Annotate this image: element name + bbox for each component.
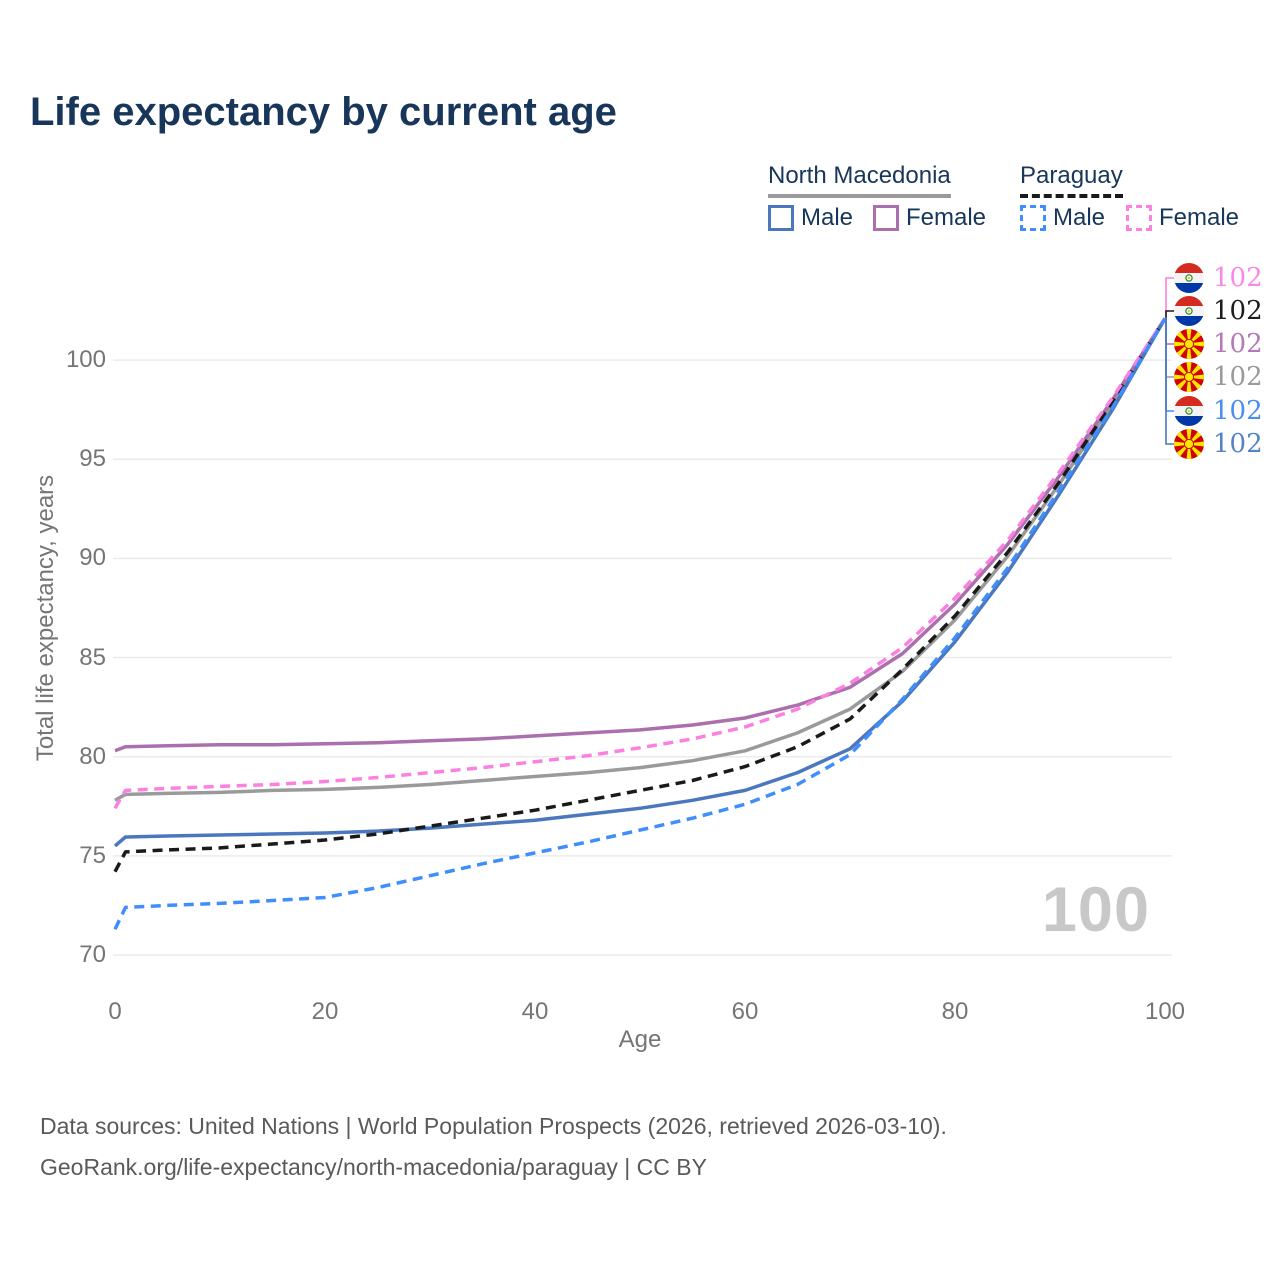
flag-north-macedonia-icon <box>1174 429 1204 459</box>
x-tick-label-80: 80 <box>941 998 969 1025</box>
end-label-north-macedonia-female: 102 <box>1174 329 1263 359</box>
legend-label-north-macedonia-male: Male <box>801 204 854 231</box>
flag-north-macedonia-icon <box>1174 362 1204 392</box>
legend-swatch-north-macedonia-female <box>873 205 899 231</box>
end-value-north-macedonia-both-sexes: 102 <box>1213 362 1263 392</box>
series-line-paraguay-male <box>113 317 1167 930</box>
age-watermark: 100 <box>1041 875 1150 945</box>
legend-swatch-paraguay-female <box>1126 205 1152 231</box>
end-label-paraguay-both-sexes: 102 <box>1174 296 1263 326</box>
series-line-north-macedonia-male <box>113 317 1167 848</box>
x-tick-label-20: 20 <box>311 998 339 1025</box>
page-title: Life expectancy by current age <box>30 90 617 134</box>
end-value-paraguay-both-sexes: 102 <box>1213 296 1263 326</box>
footer: Data sources: United Nations | World Pop… <box>40 1106 947 1188</box>
flag-north-macedonia-icon <box>1174 329 1204 359</box>
legend-country-paraguay[interactable]: Paraguay <box>1020 162 1123 198</box>
end-label-north-macedonia-both-sexes: 102 <box>1174 362 1263 392</box>
y-tick-label-75: 75 <box>79 841 106 869</box>
legend-item-paraguay-female[interactable]: Female <box>1126 203 1239 233</box>
legend-swatch-north-macedonia-male <box>768 205 794 231</box>
legend-label-paraguay-female: Female <box>1159 204 1240 231</box>
y-tick-label-70: 70 <box>79 941 106 968</box>
y-tick-label-85: 85 <box>79 643 106 671</box>
end-value-north-macedonia-female: 102 <box>1213 329 1263 359</box>
footer-data-sources: Data sources: United Nations | World Pop… <box>40 1113 947 1139</box>
end-value-paraguay-female: 102 <box>1213 263 1263 293</box>
y-tick-label-95: 95 <box>79 445 106 473</box>
x-tick-label-60: 60 <box>731 998 759 1025</box>
end-value-paraguay-male: 102 <box>1213 396 1263 426</box>
legend-item-north-macedonia-male[interactable]: Male <box>768 203 853 233</box>
y-tick-label-80: 80 <box>79 742 106 770</box>
end-label-north-macedonia-male: 102 <box>1174 429 1263 459</box>
series-line-north-macedonia-female <box>114 317 1167 753</box>
legend-item-north-macedonia-female[interactable]: Female <box>873 203 986 233</box>
flag-paraguay-icon <box>1174 263 1204 293</box>
x-tick-label-40: 40 <box>521 998 549 1025</box>
end-label-paraguay-male: 102 <box>1174 396 1263 426</box>
legend-label-paraguay-male: Male <box>1053 204 1106 231</box>
legend-country-north-macedonia[interactable]: North Macedonia <box>768 162 951 198</box>
series-line-paraguay-both-sexes <box>113 317 1167 873</box>
end-label-paraguay-female: 102 <box>1174 263 1263 293</box>
x-axis-title: Age <box>618 1026 662 1053</box>
legend-label-north-macedonia-female: Female <box>906 204 987 231</box>
legend-item-paraguay-male[interactable]: Male <box>1020 203 1105 233</box>
y-axis-title: Total life expectancy, years <box>32 474 59 762</box>
series-line-paraguay-female <box>113 317 1167 810</box>
y-tick-label-90: 90 <box>79 544 106 572</box>
y-tick-label-100: 100 <box>65 346 106 374</box>
legend-swatch-paraguay-male <box>1020 205 1046 231</box>
x-tick-label-100: 100 <box>1144 998 1186 1025</box>
end-value-north-macedonia-male: 102 <box>1213 429 1263 459</box>
footer-attribution: GeoRank.org/life-expectancy/north-macedo… <box>40 1154 707 1180</box>
flag-paraguay-icon <box>1174 396 1204 426</box>
x-tick-label-0: 0 <box>108 998 122 1025</box>
series-line-north-macedonia-both-sexes <box>114 317 1167 802</box>
flag-paraguay-icon <box>1174 296 1204 326</box>
